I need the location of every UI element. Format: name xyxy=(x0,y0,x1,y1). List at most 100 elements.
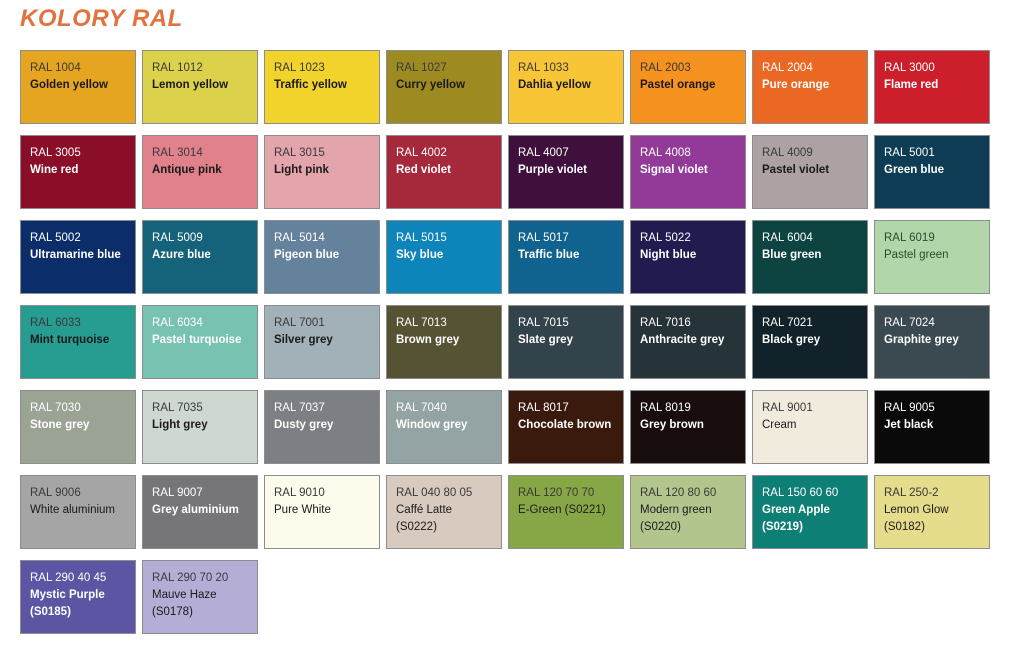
swatch-name: Chocolate brown xyxy=(518,419,612,431)
color-swatch[interactable]: RAL 5017 Traffic blue xyxy=(508,220,624,294)
color-swatch[interactable]: RAL 1004 Golden yellow xyxy=(20,50,136,124)
swatch-name: Mint turquoise xyxy=(30,334,110,346)
color-swatch[interactable]: RAL 1027 Curry yellow xyxy=(386,50,502,124)
swatch-code: RAL 4002 xyxy=(396,147,447,159)
swatch-code: RAL 1012 xyxy=(152,62,203,74)
color-swatch[interactable]: RAL 5001 Green blue xyxy=(874,135,990,209)
swatch-name: White aluminium xyxy=(30,504,115,516)
swatch-name: Mystic Purple (S0185) xyxy=(30,589,105,618)
color-swatch[interactable]: RAL 290 70 20 Mauve Haze (S0178) xyxy=(142,560,258,634)
swatch-code: RAL 120 70 70 xyxy=(518,487,595,499)
color-swatch[interactable]: RAL 7015 Slate grey xyxy=(508,305,624,379)
swatch-code: RAL 9007 xyxy=(152,487,203,499)
color-swatch[interactable]: RAL 4008 Signal violet xyxy=(630,135,746,209)
color-swatch[interactable]: RAL 3000 Flame red xyxy=(874,50,990,124)
color-swatch[interactable]: RAL 7040 Window grey xyxy=(386,390,502,464)
swatch-code: RAL 250-2 xyxy=(884,487,939,499)
color-swatch[interactable]: RAL 6034 Pastel turquoise xyxy=(142,305,258,379)
color-swatch[interactable]: RAL 7037 Dusty grey xyxy=(264,390,380,464)
swatch-name: Pastel violet xyxy=(762,164,830,176)
color-swatch[interactable]: RAL 120 70 70 E-Green (S0221) xyxy=(508,475,624,549)
color-swatch[interactable]: RAL 3005 Wine red xyxy=(20,135,136,209)
swatch-name: Slate grey xyxy=(518,334,573,346)
swatch-name: Purple violet xyxy=(518,164,588,176)
color-swatch[interactable]: RAL 9005 Jet black xyxy=(874,390,990,464)
swatch-code: RAL 7001 xyxy=(274,317,325,329)
swatch-code: RAL 6033 xyxy=(30,317,81,329)
color-swatch[interactable]: RAL 8019 Grey brown xyxy=(630,390,746,464)
color-swatch[interactable]: RAL 5009 Azure blue xyxy=(142,220,258,294)
color-swatch[interactable]: RAL 7024 Graphite grey xyxy=(874,305,990,379)
color-swatch[interactable]: RAL 150 60 60 Green Apple (S0219) xyxy=(752,475,868,549)
swatch-code: RAL 120 80 60 xyxy=(640,487,717,499)
swatch-name: Traffic yellow xyxy=(274,79,347,91)
swatch-name: Blue green xyxy=(762,249,822,261)
color-swatch[interactable]: RAL 290 40 45 Mystic Purple (S0185) xyxy=(20,560,136,634)
color-swatch[interactable]: RAL 3014 Antique pink xyxy=(142,135,258,209)
color-swatch[interactable]: RAL 9001 Cream xyxy=(752,390,868,464)
color-swatch[interactable]: RAL 5002 Ultramarine blue xyxy=(20,220,136,294)
color-swatch[interactable]: RAL 6033 Mint turquoise xyxy=(20,305,136,379)
swatch-code: RAL 6019 xyxy=(884,232,935,244)
swatch-name: Golden yellow xyxy=(30,79,108,91)
color-swatch[interactable]: RAL 6019 Pastel green xyxy=(874,220,990,294)
swatch-code: RAL 7040 xyxy=(396,402,447,414)
swatch-code: RAL 1027 xyxy=(396,62,447,74)
color-swatch[interactable]: RAL 5022 Night blue xyxy=(630,220,746,294)
swatch-code: RAL 7015 xyxy=(518,317,569,329)
color-swatch[interactable]: RAL 1012 Lemon yellow xyxy=(142,50,258,124)
swatch-name: Pigeon blue xyxy=(274,249,340,261)
swatch-grid: RAL 1004 Golden yellow RAL 1012 Lemon yello… xyxy=(20,50,1000,634)
color-swatch[interactable]: RAL 9006 White aluminium xyxy=(20,475,136,549)
swatch-code: RAL 290 70 20 xyxy=(152,572,229,584)
swatch-name: Pastel green xyxy=(884,249,949,261)
color-swatch[interactable]: RAL 4002 Red violet xyxy=(386,135,502,209)
swatch-code: RAL 5009 xyxy=(152,232,203,244)
color-swatch[interactable]: RAL 9010 Pure White xyxy=(264,475,380,549)
color-swatch[interactable]: RAL 120 80 60 Modern green (S0220) xyxy=(630,475,746,549)
color-swatch[interactable]: RAL 040 80 05 Caffé Latte (S0222) xyxy=(386,475,502,549)
color-swatch[interactable]: RAL 6004 Blue green xyxy=(752,220,868,294)
swatch-name: Cream xyxy=(762,419,797,431)
color-swatch[interactable]: RAL 5014 Pigeon blue xyxy=(264,220,380,294)
color-swatch[interactable]: RAL 7030 Stone grey xyxy=(20,390,136,464)
swatch-code: RAL 6034 xyxy=(152,317,203,329)
color-swatch[interactable]: RAL 7001 Silver grey xyxy=(264,305,380,379)
swatch-name: Mauve Haze (S0178) xyxy=(152,589,217,618)
color-swatch[interactable]: RAL 7013 Brown grey xyxy=(386,305,502,379)
swatch-code: RAL 7024 xyxy=(884,317,935,329)
color-swatch[interactable]: RAL 3015 Light pink xyxy=(264,135,380,209)
swatch-name: Window grey xyxy=(396,419,468,431)
color-swatch[interactable]: RAL 9007 Grey aluminium xyxy=(142,475,258,549)
swatch-code: RAL 3014 xyxy=(152,147,203,159)
color-swatch[interactable]: RAL 5015 Sky blue xyxy=(386,220,502,294)
color-swatch[interactable]: RAL 7035 Light grey xyxy=(142,390,258,464)
color-swatch[interactable]: RAL 2003 Pastel orange xyxy=(630,50,746,124)
swatch-code: RAL 7021 xyxy=(762,317,813,329)
color-swatch[interactable]: RAL 4009 Pastel violet xyxy=(752,135,868,209)
swatch-name: Red violet xyxy=(396,164,451,176)
swatch-code: RAL 5015 xyxy=(396,232,447,244)
swatch-name: Graphite grey xyxy=(884,334,959,346)
color-swatch[interactable]: RAL 1033 Dahlia yellow xyxy=(508,50,624,124)
swatch-name: Lemon yellow xyxy=(152,79,229,91)
swatch-code: RAL 5002 xyxy=(30,232,81,244)
swatch-code: RAL 4007 xyxy=(518,147,569,159)
swatch-name: Signal violet xyxy=(640,164,708,176)
swatch-code: RAL 6004 xyxy=(762,232,813,244)
swatch-name: Pure White xyxy=(274,504,331,516)
swatch-name: Modern green (S0220) xyxy=(640,504,712,533)
color-swatch[interactable]: RAL 2004 Pure orange xyxy=(752,50,868,124)
swatch-code: RAL 2003 xyxy=(640,62,691,74)
color-swatch[interactable]: RAL 4007 Purple violet xyxy=(508,135,624,209)
swatch-name: Pastel orange xyxy=(640,79,716,91)
color-swatch[interactable]: RAL 7021 Black grey xyxy=(752,305,868,379)
swatch-code: RAL 7035 xyxy=(152,402,203,414)
color-swatch[interactable]: RAL 7016 Anthracite grey xyxy=(630,305,746,379)
color-swatch[interactable]: RAL 8017 Chocolate brown xyxy=(508,390,624,464)
color-swatch[interactable]: RAL 250-2 Lemon Glow (S0182) xyxy=(874,475,990,549)
color-swatch[interactable]: RAL 1023 Traffic yellow xyxy=(264,50,380,124)
swatch-name: Ultramarine blue xyxy=(30,249,121,261)
swatch-code: RAL 5014 xyxy=(274,232,325,244)
swatch-code: RAL 5017 xyxy=(518,232,569,244)
